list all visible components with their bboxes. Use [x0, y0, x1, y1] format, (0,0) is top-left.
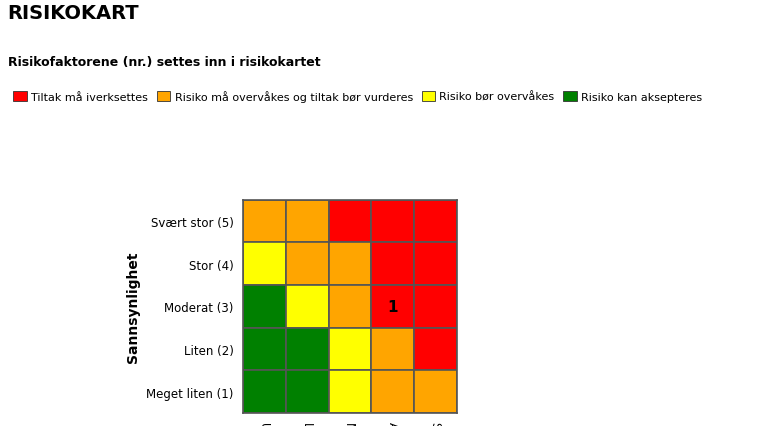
Bar [328, 328, 371, 371]
Bar [371, 200, 414, 243]
Bar [243, 243, 286, 285]
Text: RISIKOKART: RISIKOKART [8, 4, 139, 23]
Bar [414, 371, 457, 413]
Text: Risikofaktorene (nr.) settes inn i risikokartet: Risikofaktorene (nr.) settes inn i risik… [8, 55, 321, 68]
Bar [371, 243, 414, 285]
Bar [243, 371, 286, 413]
Bar [414, 200, 457, 243]
Bar [286, 328, 328, 371]
Bar [414, 328, 457, 371]
Bar [328, 371, 371, 413]
Legend: Tiltak må iverksettes, Risiko må overvåkes og tiltak bør vurderes, Risiko bør ov: Tiltak må iverksettes, Risiko må overvåk… [13, 91, 702, 103]
Bar [286, 243, 328, 285]
Bar [328, 200, 371, 243]
Bar [243, 285, 286, 328]
Bar [286, 200, 328, 243]
Bar [243, 328, 286, 371]
Bar [371, 285, 414, 328]
Bar [328, 285, 371, 328]
Bar [286, 371, 328, 413]
Bar [328, 243, 371, 285]
Bar [286, 285, 328, 328]
Text: 1: 1 [388, 299, 398, 314]
Bar [243, 200, 286, 243]
Bar [414, 243, 457, 285]
Bar [371, 371, 414, 413]
Bar [414, 285, 457, 328]
Y-axis label: Sannsynlighet: Sannsynlighet [126, 251, 141, 363]
Bar [371, 328, 414, 371]
